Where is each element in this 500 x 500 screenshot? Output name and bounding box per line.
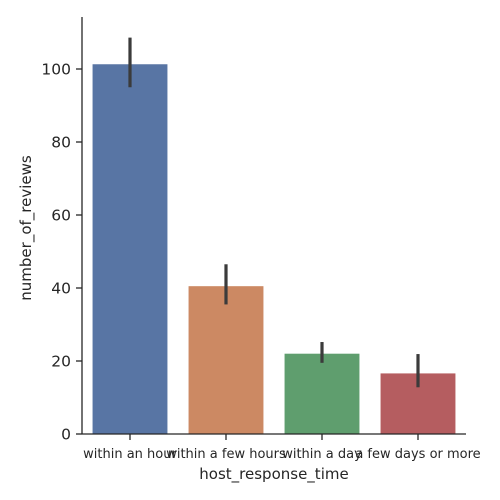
x-tick-label-2: within a day (282, 447, 362, 462)
y-tick-label-4: 80 (51, 134, 71, 152)
error-bars-group (128, 37, 420, 388)
bar-0 (92, 64, 168, 434)
x-axis-label: host_response_time (199, 465, 348, 484)
x-tick-label-3: a few days or more (355, 447, 480, 462)
y-ticks-group: 0 20 40 60 80 100 (41, 61, 82, 444)
x-tick-label-0: within an hour (83, 447, 177, 462)
y-tick-label-3: 60 (51, 207, 71, 225)
bars-group (92, 64, 456, 434)
bar-2 (284, 353, 360, 434)
y-tick-label-1: 20 (51, 353, 71, 371)
bar-1 (188, 286, 264, 434)
y-tick-label-0: 0 (61, 426, 71, 444)
x-tick-label-1: within a few hours (166, 447, 286, 462)
y-axis-label: number_of_reviews (17, 155, 36, 301)
y-tick-label-2: 40 (51, 280, 71, 298)
y-tick-label-5: 100 (41, 61, 71, 79)
